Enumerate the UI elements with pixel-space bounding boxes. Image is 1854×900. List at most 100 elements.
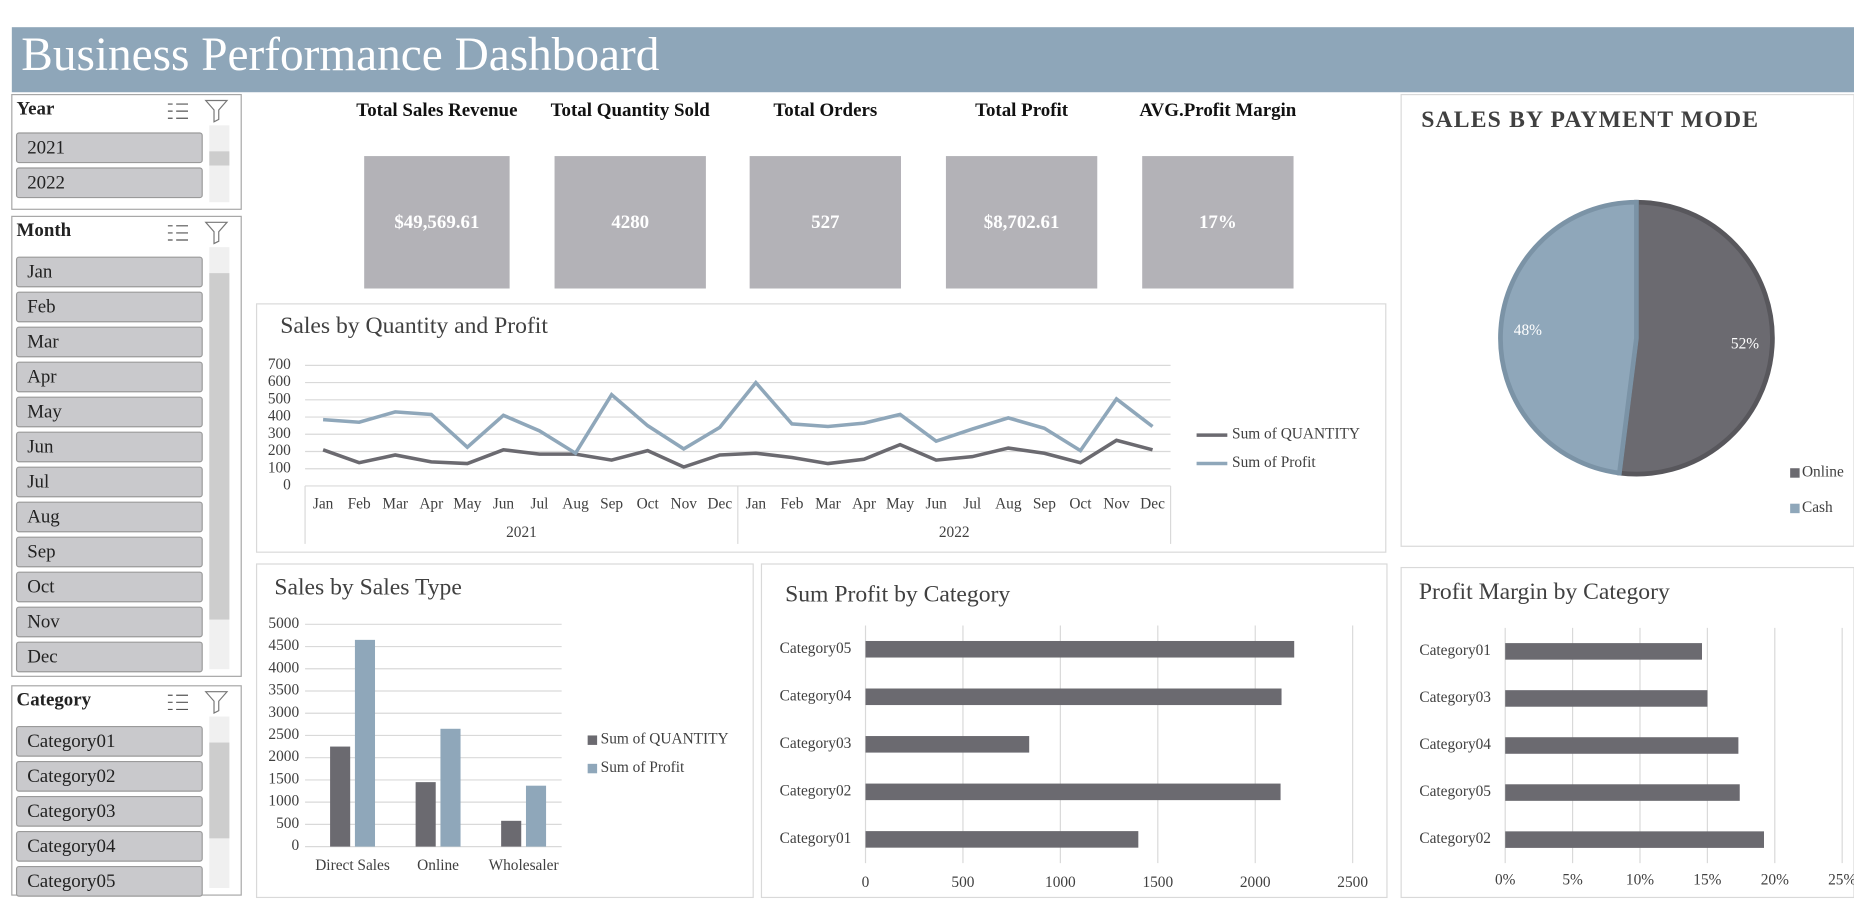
slicer-item-label[interactable]: Oct — [27, 576, 55, 597]
x-tick-label: Oct — [637, 495, 660, 512]
bar — [1505, 737, 1739, 754]
x-tick-label: Jul — [531, 495, 549, 512]
chart-title: Sum Profit by Category — [785, 581, 1010, 607]
x-group-label: 2022 — [939, 524, 970, 541]
x-tick-label: Nov — [670, 495, 697, 512]
multi-select-icon — [167, 225, 189, 241]
slicer-item[interactable] — [15, 606, 203, 638]
slicer-item[interactable] — [15, 132, 203, 164]
multi-select-icon — [167, 103, 189, 119]
slicer-item[interactable] — [15, 536, 203, 568]
y-tick-label: Category04 — [1419, 736, 1491, 753]
slicer-item-label[interactable]: Dec — [27, 646, 57, 667]
x-tick-label: Apr — [419, 495, 443, 512]
slicer-item[interactable] — [15, 396, 203, 428]
clear-filter-icon[interactable] — [204, 99, 229, 123]
slicer-item-label[interactable]: Aug — [27, 506, 60, 527]
slicer-item[interactable] — [15, 326, 203, 358]
slicer-item-label[interactable]: Category03 — [27, 801, 115, 822]
slicer-item[interactable] — [15, 830, 203, 862]
x-tick-label: Mar — [815, 495, 841, 512]
series-line — [322, 379, 1154, 456]
kpi-label: Total Profit — [975, 100, 1069, 121]
kpi-label: AVG.Profit Margin — [1139, 100, 1297, 121]
slicer-item-label[interactable]: Mar — [27, 331, 59, 352]
slicer-item[interactable] — [15, 571, 203, 603]
x-tick-label: Oct — [1069, 495, 1092, 512]
bar — [1505, 643, 1702, 660]
x-tick-label: 1500 — [1142, 874, 1173, 891]
x-tick-label: Aug — [995, 495, 1022, 512]
data-label: 52% — [1731, 336, 1759, 353]
multi-select-icon — [167, 694, 189, 711]
x-tick-label: Aug — [562, 495, 589, 512]
bar — [865, 831, 1139, 848]
slicer-item[interactable] — [15, 431, 203, 463]
slicer-item-label[interactable]: Jan — [27, 261, 53, 282]
slicer-item-label[interactable]: Jul — [27, 471, 49, 492]
scroll-thumb — [209, 742, 230, 839]
kpi-card — [554, 156, 706, 289]
slicer-item-label[interactable]: Category02 — [27, 766, 115, 787]
kpi-card — [364, 156, 510, 289]
slicer-item[interactable] — [15, 256, 203, 288]
bar — [354, 639, 376, 847]
kpi-label: Total Orders — [773, 100, 878, 121]
y-tick-label: 4500 — [268, 637, 299, 654]
x-tick-label: Apr — [852, 495, 876, 512]
clear-filter-icon[interactable] — [204, 221, 229, 245]
slicer-item-label[interactable]: Category04 — [27, 836, 116, 857]
chart-title: Profit Margin by Category — [1419, 579, 1670, 605]
kpi-card — [749, 156, 901, 289]
x-tick-label: Dec — [1140, 495, 1165, 512]
slicer-item[interactable] — [15, 795, 203, 827]
y-tick-label: 500 — [268, 390, 291, 407]
bar — [440, 728, 461, 847]
y-tick-label: 700 — [268, 356, 291, 373]
slicer-item-label[interactable]: Category05 — [27, 871, 115, 892]
slicer-item-label[interactable]: Jun — [27, 436, 54, 457]
x-tick-label: 2000 — [1240, 874, 1271, 891]
slicer-item-label[interactable]: Sep — [27, 541, 55, 562]
slicer-item[interactable] — [15, 501, 203, 533]
slicer-item[interactable] — [15, 466, 203, 498]
y-tick-label: 3000 — [268, 704, 299, 721]
slicer-item[interactable] — [15, 760, 203, 792]
slicer-item-label[interactable]: May — [27, 401, 62, 422]
slicer-item-label[interactable]: 2022 — [27, 172, 65, 193]
bar — [525, 785, 547, 847]
kpi-label: Total Sales Revenue — [356, 100, 518, 121]
slicer-item-label[interactable]: 2021 — [27, 137, 65, 158]
x-tick-label: 1000 — [1045, 874, 1076, 891]
legend-swatch — [587, 763, 598, 774]
slicer-item-label[interactable]: Apr — [27, 366, 57, 387]
x-tick-label: Feb — [348, 495, 371, 512]
y-tick-label: 100 — [268, 459, 291, 476]
x-tick-label: 25% — [1828, 871, 1854, 888]
y-tick-label: 200 — [268, 442, 291, 459]
scroll-thumb — [209, 151, 230, 166]
legend-label: Sum of QUANTITY — [1232, 426, 1360, 443]
slicer-item[interactable] — [15, 865, 203, 897]
slicer-item[interactable] — [15, 641, 203, 673]
x-tick-label: Mar — [382, 495, 408, 512]
slicer-item[interactable] — [15, 291, 203, 323]
slicer-title: Category — [17, 690, 92, 711]
x-tick-label: Jun — [925, 495, 947, 512]
series-line — [322, 438, 1153, 469]
slicer-item-label[interactable]: Category01 — [27, 731, 115, 752]
y-tick-label: 1000 — [268, 793, 299, 810]
clear-filter-icon[interactable] — [204, 691, 229, 714]
slicer-title: Month — [17, 220, 72, 241]
slicer-item[interactable] — [15, 725, 203, 757]
y-tick-label: 0 — [283, 476, 291, 493]
slicer-item-label[interactable]: Feb — [27, 296, 55, 317]
kpi-value: 4280 — [611, 212, 649, 233]
bar — [1505, 784, 1740, 801]
slicer-item[interactable] — [15, 361, 203, 393]
slicer-item[interactable] — [15, 167, 203, 199]
x-tick-label: Feb — [780, 495, 803, 512]
slicer-item-label[interactable]: Nov — [27, 611, 60, 632]
legend-label: Sum of QUANTITY — [601, 731, 729, 748]
kpi-card — [945, 156, 1098, 289]
